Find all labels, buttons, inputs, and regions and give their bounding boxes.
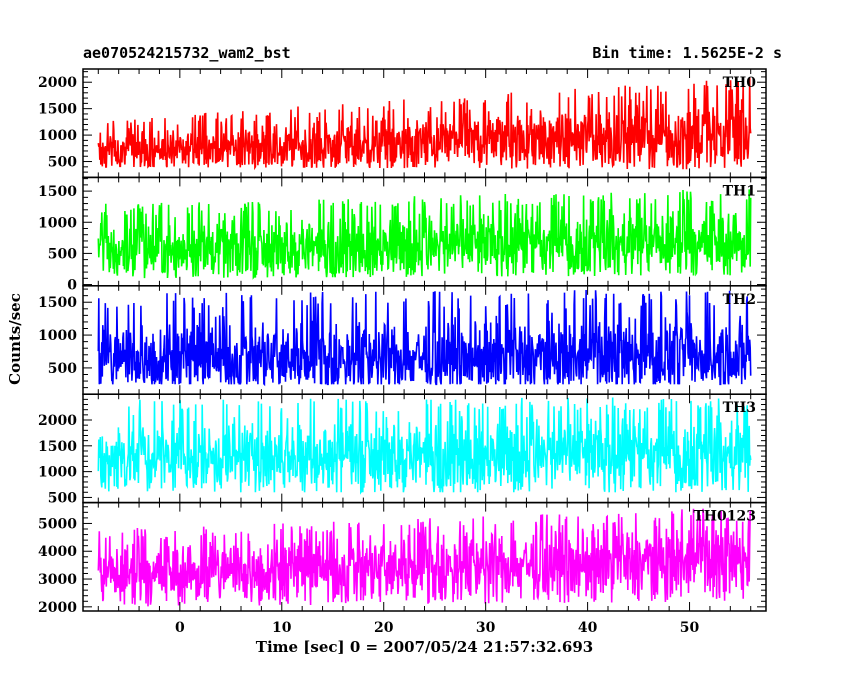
y-tick-label: 5000 xyxy=(38,516,77,532)
x-tick-label: 10 xyxy=(272,620,292,636)
x-tick-label: 40 xyxy=(578,620,598,636)
y-tick-label: 2000 xyxy=(38,600,77,616)
y-tick-label: 500 xyxy=(48,155,77,171)
y-tick-label: 1500 xyxy=(38,295,77,311)
bin-time-label: Bin time: 1.5625E-2 s xyxy=(592,44,782,62)
series-th2 xyxy=(97,289,752,387)
y-tick-label: 1500 xyxy=(38,102,77,118)
x-axis-label: Time [sec] 0 = 2007/05/24 21:57:32.693 xyxy=(255,638,594,656)
y-tick-label: 1000 xyxy=(38,465,77,481)
y-tick-label: 1000 xyxy=(38,128,77,144)
y-tick-label: 1000 xyxy=(38,215,77,231)
series-th0123 xyxy=(97,508,752,607)
y-tick-label: 0 xyxy=(67,278,77,294)
panel-th0123: 2000 3000 4000 5000 TH0123 xyxy=(38,501,767,616)
panel-label: TH2 xyxy=(723,292,756,308)
file-name-label: ae070524215732_wam2_bst xyxy=(83,44,291,62)
panel-label: TH3 xyxy=(723,400,756,416)
y-tick-label: 1500 xyxy=(38,439,77,455)
y-tick-label: 4000 xyxy=(38,544,77,560)
y-tick-label: 1000 xyxy=(38,328,77,344)
y-tick-label: 2000 xyxy=(38,75,77,91)
panel-label: TH0123 xyxy=(693,509,756,525)
x-tick-label: 20 xyxy=(374,620,394,636)
series-th0 xyxy=(97,77,752,171)
y-axis-label: Counts/sec xyxy=(6,293,24,385)
panel-label: TH0 xyxy=(723,75,757,91)
panel-th2: 500 1000 1500 TH2 xyxy=(38,285,767,395)
panel-th3: 500 1000 1500 2000 TH3 xyxy=(38,393,767,506)
y-tick-label: 3000 xyxy=(38,572,77,588)
panel-th1: 0 500 1000 1500 TH1 xyxy=(38,176,767,294)
series-th1 xyxy=(97,189,752,280)
series-th3 xyxy=(97,397,752,495)
y-tick-label: 500 xyxy=(48,246,77,262)
y-tick-label: 500 xyxy=(48,361,77,377)
panel-th0: 500 1000 1500 2000 TH0 xyxy=(38,68,767,179)
y-tick-label: 500 xyxy=(48,490,77,506)
panel-label: TH1 xyxy=(723,183,756,199)
y-tick-label: 2000 xyxy=(38,413,77,429)
x-tick-label: 0 xyxy=(175,620,185,636)
x-tick-label: 50 xyxy=(680,620,700,636)
y-tick-label: 1500 xyxy=(38,184,77,200)
x-tick-label: 30 xyxy=(476,620,496,636)
